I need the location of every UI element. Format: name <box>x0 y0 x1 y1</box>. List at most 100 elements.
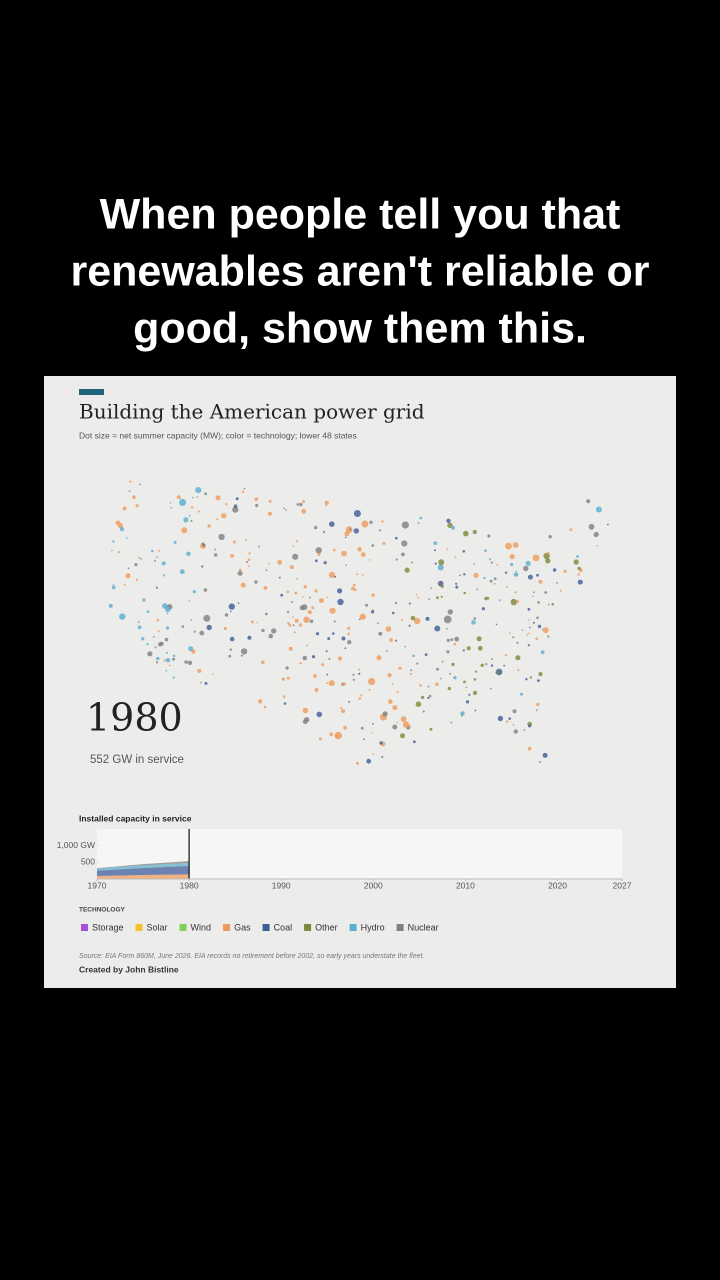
map-dot <box>125 537 128 539</box>
map-dot <box>324 500 329 505</box>
map-dot <box>230 610 232 613</box>
map-dot <box>371 610 375 614</box>
map-dot <box>340 706 343 710</box>
map-dot <box>465 686 468 689</box>
map-dot <box>341 636 346 641</box>
area-series <box>97 862 190 871</box>
map-dot <box>523 565 529 572</box>
map-dot <box>246 561 249 563</box>
map-dot <box>546 552 550 555</box>
map-dot <box>410 615 416 621</box>
map-dot <box>577 566 581 571</box>
map-dot <box>223 626 227 631</box>
map-dot <box>341 550 347 557</box>
map-dot <box>420 695 425 700</box>
y-tick-label: 500 <box>81 857 95 867</box>
map-dot <box>391 683 394 686</box>
map-dot <box>359 613 366 620</box>
map-dot <box>408 624 411 627</box>
map-dot <box>263 586 268 590</box>
map-dot <box>511 599 514 602</box>
map-dot <box>536 573 539 577</box>
map-dot <box>172 657 176 661</box>
map-dot <box>455 582 458 585</box>
map-dot <box>281 677 285 681</box>
map-dot <box>392 705 398 711</box>
map-dot <box>552 568 557 572</box>
map-dot <box>292 616 294 618</box>
map-dot <box>382 542 386 545</box>
map-dot <box>413 740 416 744</box>
map-dot <box>190 520 193 522</box>
map-dot <box>459 574 461 577</box>
map-dot <box>453 676 457 680</box>
map-dot <box>314 688 319 692</box>
map-dot <box>156 661 159 664</box>
map-dot <box>293 631 297 634</box>
map-dot <box>487 534 491 538</box>
map-dot <box>536 616 539 620</box>
map-dot <box>134 563 138 567</box>
year-label: 1980 <box>86 696 183 740</box>
map-dot <box>527 574 533 580</box>
map-dot <box>187 660 193 665</box>
map-dot <box>495 623 498 626</box>
map-dot <box>326 673 329 676</box>
map-dot <box>595 506 602 513</box>
map-dot <box>258 699 263 704</box>
map-dot <box>165 658 171 663</box>
map-dot <box>391 611 395 615</box>
map-dot <box>424 653 428 656</box>
map-dot <box>348 700 350 703</box>
map-dot <box>256 621 258 624</box>
map-dot <box>556 582 558 584</box>
map-dot <box>192 496 194 499</box>
map-dot <box>299 502 303 507</box>
map-dot <box>183 517 189 523</box>
map-dot <box>471 620 476 625</box>
map-dot <box>283 507 286 510</box>
map-dot <box>473 572 479 578</box>
map-dot <box>287 622 290 625</box>
map-dot <box>437 564 444 571</box>
map-dot <box>140 557 143 560</box>
x-tick-label: 2020 <box>548 880 567 890</box>
map-dot <box>381 520 384 523</box>
legend-label: Gas <box>234 922 251 932</box>
map-dot <box>334 731 342 740</box>
map-dot <box>137 625 142 630</box>
map-dot <box>111 549 113 552</box>
map-dot <box>188 600 191 602</box>
map-dot <box>368 688 371 691</box>
map-dot <box>181 625 185 628</box>
map-dot <box>436 667 439 671</box>
map-dot <box>369 520 373 524</box>
map-dot <box>302 655 308 661</box>
map-dot <box>577 573 580 576</box>
map-dot <box>315 547 322 554</box>
map-dot <box>292 624 295 626</box>
map-dot <box>165 669 168 672</box>
map-dot <box>172 676 175 679</box>
caption-line: renewables aren't reliable or <box>70 247 649 295</box>
map-dot <box>447 522 453 528</box>
map-dot <box>515 655 521 661</box>
map-dot <box>288 646 293 651</box>
map-dot <box>224 613 229 617</box>
map-dot <box>112 540 115 543</box>
map-dot <box>392 724 398 730</box>
map-dot <box>474 709 477 712</box>
area-series <box>97 866 190 876</box>
map-dot <box>286 610 290 614</box>
map-dot <box>410 669 413 672</box>
map-dot <box>232 506 239 513</box>
map-dot <box>521 629 524 632</box>
map-dot <box>563 569 567 573</box>
map-dot <box>427 696 430 700</box>
map-dot <box>462 550 466 553</box>
map-dot <box>345 526 353 533</box>
map-dot <box>248 552 251 555</box>
map-dot <box>497 715 504 722</box>
map-dot <box>504 654 507 657</box>
map-dot <box>173 540 177 544</box>
